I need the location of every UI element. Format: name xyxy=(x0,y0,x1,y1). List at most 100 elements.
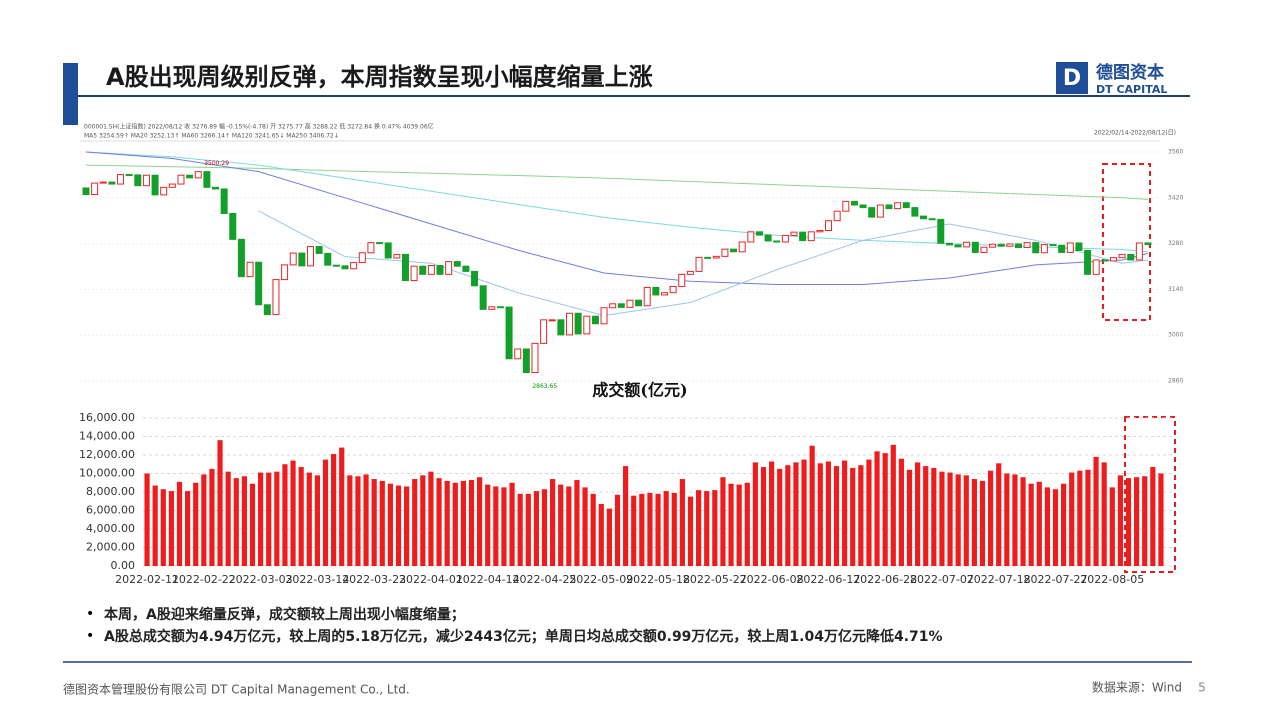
candle xyxy=(134,174,142,187)
logo-mark xyxy=(1056,62,1088,94)
candle xyxy=(764,234,772,242)
bar xyxy=(923,466,929,566)
bar xyxy=(752,462,758,566)
candle xyxy=(125,174,133,177)
candle xyxy=(471,270,479,287)
x-tick-label: 2022-02-11 xyxy=(115,573,179,586)
candle xyxy=(695,256,703,272)
candle xyxy=(902,202,910,209)
ma-line xyxy=(258,210,1149,317)
logo-cn: 德图资本 xyxy=(1096,62,1164,83)
candle xyxy=(384,242,392,259)
bullet-dot: • xyxy=(86,606,94,622)
bar xyxy=(736,484,742,566)
logo-en: DT CAPITAL xyxy=(1096,83,1167,96)
y-tick-label: 3140 xyxy=(1168,286,1183,293)
bar xyxy=(193,482,199,566)
candle xyxy=(928,218,936,221)
candle xyxy=(868,207,876,218)
candle xyxy=(712,255,720,259)
bar xyxy=(979,480,986,566)
candle xyxy=(324,252,332,266)
bar xyxy=(777,468,783,566)
title-accent xyxy=(63,63,78,125)
candle xyxy=(358,252,366,264)
bar xyxy=(258,472,264,566)
bar xyxy=(639,493,645,566)
bar xyxy=(558,484,564,566)
bar xyxy=(809,445,815,566)
candle xyxy=(1058,244,1066,253)
x-tick-label: 2022-06-08 xyxy=(740,573,804,586)
bar xyxy=(866,459,872,566)
bar xyxy=(1036,481,1042,566)
candle xyxy=(332,264,340,267)
bar xyxy=(225,471,231,566)
bar xyxy=(395,485,402,566)
x-tick-label: 2022-07-27 xyxy=(1024,573,1088,586)
bar xyxy=(598,504,604,566)
candle xyxy=(963,241,971,248)
candle xyxy=(237,238,245,278)
candle xyxy=(876,204,884,218)
candle xyxy=(522,348,530,373)
y-tick-label: 8,000.00 xyxy=(86,485,135,498)
bar xyxy=(647,492,653,566)
candle xyxy=(1023,242,1031,249)
bar xyxy=(371,479,377,566)
bar xyxy=(1150,467,1156,566)
bar xyxy=(168,491,174,566)
candle xyxy=(160,186,168,196)
candle xyxy=(1014,243,1022,249)
candle xyxy=(177,174,185,185)
candle xyxy=(453,261,461,267)
bar xyxy=(420,475,426,566)
candle xyxy=(626,299,634,308)
candle xyxy=(635,299,643,307)
candle xyxy=(272,279,280,316)
bar xyxy=(509,482,515,566)
candle xyxy=(1101,259,1109,262)
candle xyxy=(738,241,746,253)
bar xyxy=(1158,473,1164,566)
x-tick-label: 2022-05-27 xyxy=(683,573,747,586)
bar xyxy=(850,467,856,566)
footer-source: 数据来源：Wind xyxy=(1092,680,1182,695)
candle xyxy=(419,265,427,275)
bar xyxy=(988,470,994,566)
candle xyxy=(151,174,159,196)
candle xyxy=(289,252,297,266)
candle xyxy=(989,243,997,248)
x-tick-label: 2022-03-23 xyxy=(342,573,406,586)
candle xyxy=(807,231,815,242)
x-tick-label: 2022-04-25 xyxy=(513,573,577,586)
candle xyxy=(548,319,556,322)
bar xyxy=(185,491,191,566)
y-tick-label: 16,000.00 xyxy=(79,411,135,424)
x-tick-label: 2022-08-05 xyxy=(1080,573,1144,586)
candle xyxy=(246,261,254,278)
candle xyxy=(142,174,150,187)
candle xyxy=(885,204,893,210)
candle xyxy=(117,174,125,185)
bar xyxy=(712,490,718,566)
chart-title: 成交额(亿元) xyxy=(592,381,687,400)
bar xyxy=(566,486,572,566)
candle xyxy=(617,303,625,308)
bar xyxy=(704,491,710,566)
bar xyxy=(825,461,831,566)
page-number: 5 xyxy=(1198,681,1206,695)
candle xyxy=(540,319,548,344)
candle xyxy=(462,265,470,272)
bar xyxy=(201,474,207,566)
candle xyxy=(91,182,99,196)
bar xyxy=(574,479,580,566)
bar xyxy=(322,459,329,566)
bar xyxy=(282,464,288,566)
bar xyxy=(1085,469,1091,566)
bar xyxy=(955,474,961,566)
x-tick-label: 2022-05-09 xyxy=(569,573,633,586)
bar xyxy=(971,479,977,566)
y-tick-label: 3000 xyxy=(1168,332,1183,339)
